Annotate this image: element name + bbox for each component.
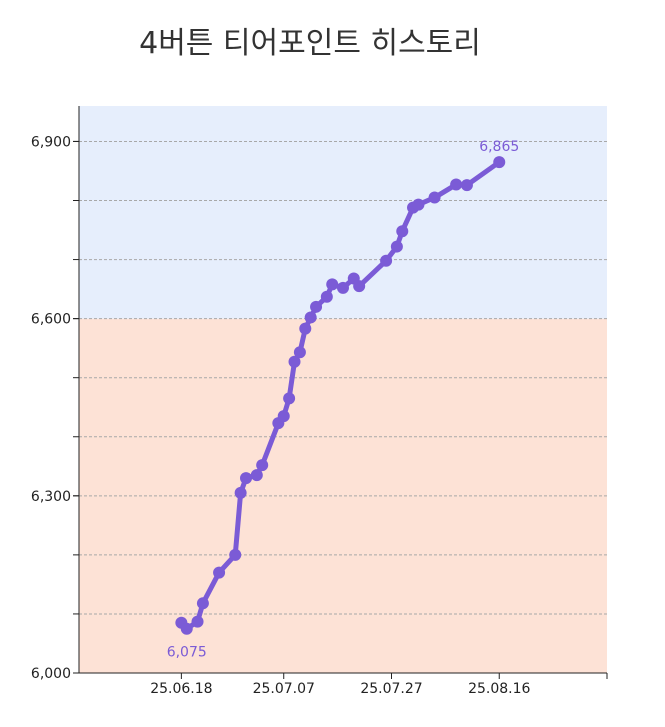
- data-label-min: 6,075: [167, 645, 207, 661]
- data-point: [396, 225, 409, 238]
- data-point: [180, 622, 193, 635]
- data-point: [250, 469, 263, 482]
- data-point: [256, 459, 269, 472]
- data-point: [310, 300, 323, 313]
- grid-layer: [79, 140, 607, 615]
- x-tick-label: 25.06.18: [150, 681, 212, 697]
- data-point: [293, 346, 306, 359]
- data-point: [283, 392, 296, 405]
- data-point: [191, 615, 204, 628]
- data-point: [299, 322, 312, 335]
- x-tick-label: 25.07.27: [360, 681, 422, 697]
- data-point: [326, 278, 339, 291]
- data-point: [390, 240, 403, 253]
- data-point: [460, 179, 473, 192]
- y-tick-label: 6,300: [31, 489, 71, 505]
- data-point: [213, 566, 226, 579]
- data-point: [337, 281, 349, 294]
- data-point: [493, 156, 506, 169]
- data-label-last: 6,865: [479, 139, 519, 155]
- x-tick-label: 25.08.16: [468, 681, 530, 697]
- data-point: [277, 410, 290, 423]
- data-point: [380, 254, 393, 267]
- chart-title: 4버튼 티어포인트 히스토리: [139, 26, 481, 61]
- plot-layer: [175, 156, 506, 635]
- background-band: [79, 318, 607, 673]
- data-point: [229, 548, 242, 561]
- data-point: [412, 198, 425, 211]
- data-point: [450, 178, 463, 191]
- y-tick-label: 6,600: [31, 312, 71, 328]
- data-point: [304, 311, 317, 324]
- tick-layer: 6,000 6,300 6,600 6,900 25.06.18 25.07.07 25.0…: [31, 134, 531, 697]
- data-point: [288, 355, 301, 368]
- label-layer: 6,075 6,865: [167, 139, 520, 661]
- data-point: [196, 597, 209, 610]
- data-point: [240, 472, 253, 485]
- data-point: [428, 191, 441, 204]
- data-point: [353, 280, 366, 293]
- data-point: [234, 486, 247, 499]
- band-layer: [79, 106, 607, 673]
- y-tick-label: 6,900: [31, 134, 71, 150]
- y-tick-label: 6,000: [31, 666, 71, 682]
- x-tick-label: 25.07.07: [253, 681, 315, 697]
- data-point: [320, 290, 333, 303]
